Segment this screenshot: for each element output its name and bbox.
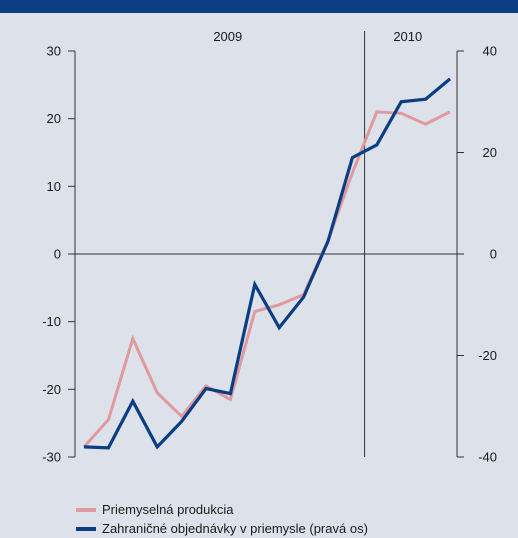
left-tick-label: 20 — [47, 111, 61, 126]
series-lines — [82, 77, 452, 450]
left-tick-label: 10 — [47, 179, 61, 194]
right-tick-label: 0 — [490, 247, 497, 262]
legend-item-zahranicne: Zahraničné objednávky v priemysle (pravá… — [76, 519, 368, 538]
left-tick-label: -10 — [42, 314, 61, 329]
left-tick-label: -20 — [42, 382, 61, 397]
header-band — [0, 0, 518, 13]
period-label-2009: 2009 — [213, 29, 242, 44]
left-tick-label: 30 — [47, 44, 61, 59]
period-label-2010: 2010 — [393, 29, 422, 44]
left-tick-label: -30 — [42, 450, 61, 465]
legend: Priemyselná produkcia Zahraničné objedná… — [76, 500, 368, 538]
legend-swatch-zahranicne — [76, 526, 96, 531]
series-line-zahranicne — [83, 77, 452, 450]
legend-item-priemyselna: Priemyselná produkcia — [76, 500, 368, 519]
right-tick-label: 20 — [483, 145, 497, 160]
legend-swatch-priemyselna — [76, 507, 96, 512]
series-line-priemyselna — [82, 110, 451, 448]
left-tick-label: 0 — [54, 247, 61, 262]
axes — [68, 31, 464, 458]
right-tick-label: -20 — [478, 348, 497, 363]
legend-label-zahranicne: Zahraničné objednávky v priemysle (pravá… — [102, 521, 368, 536]
right-tick-label: 40 — [483, 44, 497, 59]
legend-label-priemyselna: Priemyselná produkcia — [102, 502, 234, 517]
right-tick-label: -40 — [478, 450, 497, 465]
